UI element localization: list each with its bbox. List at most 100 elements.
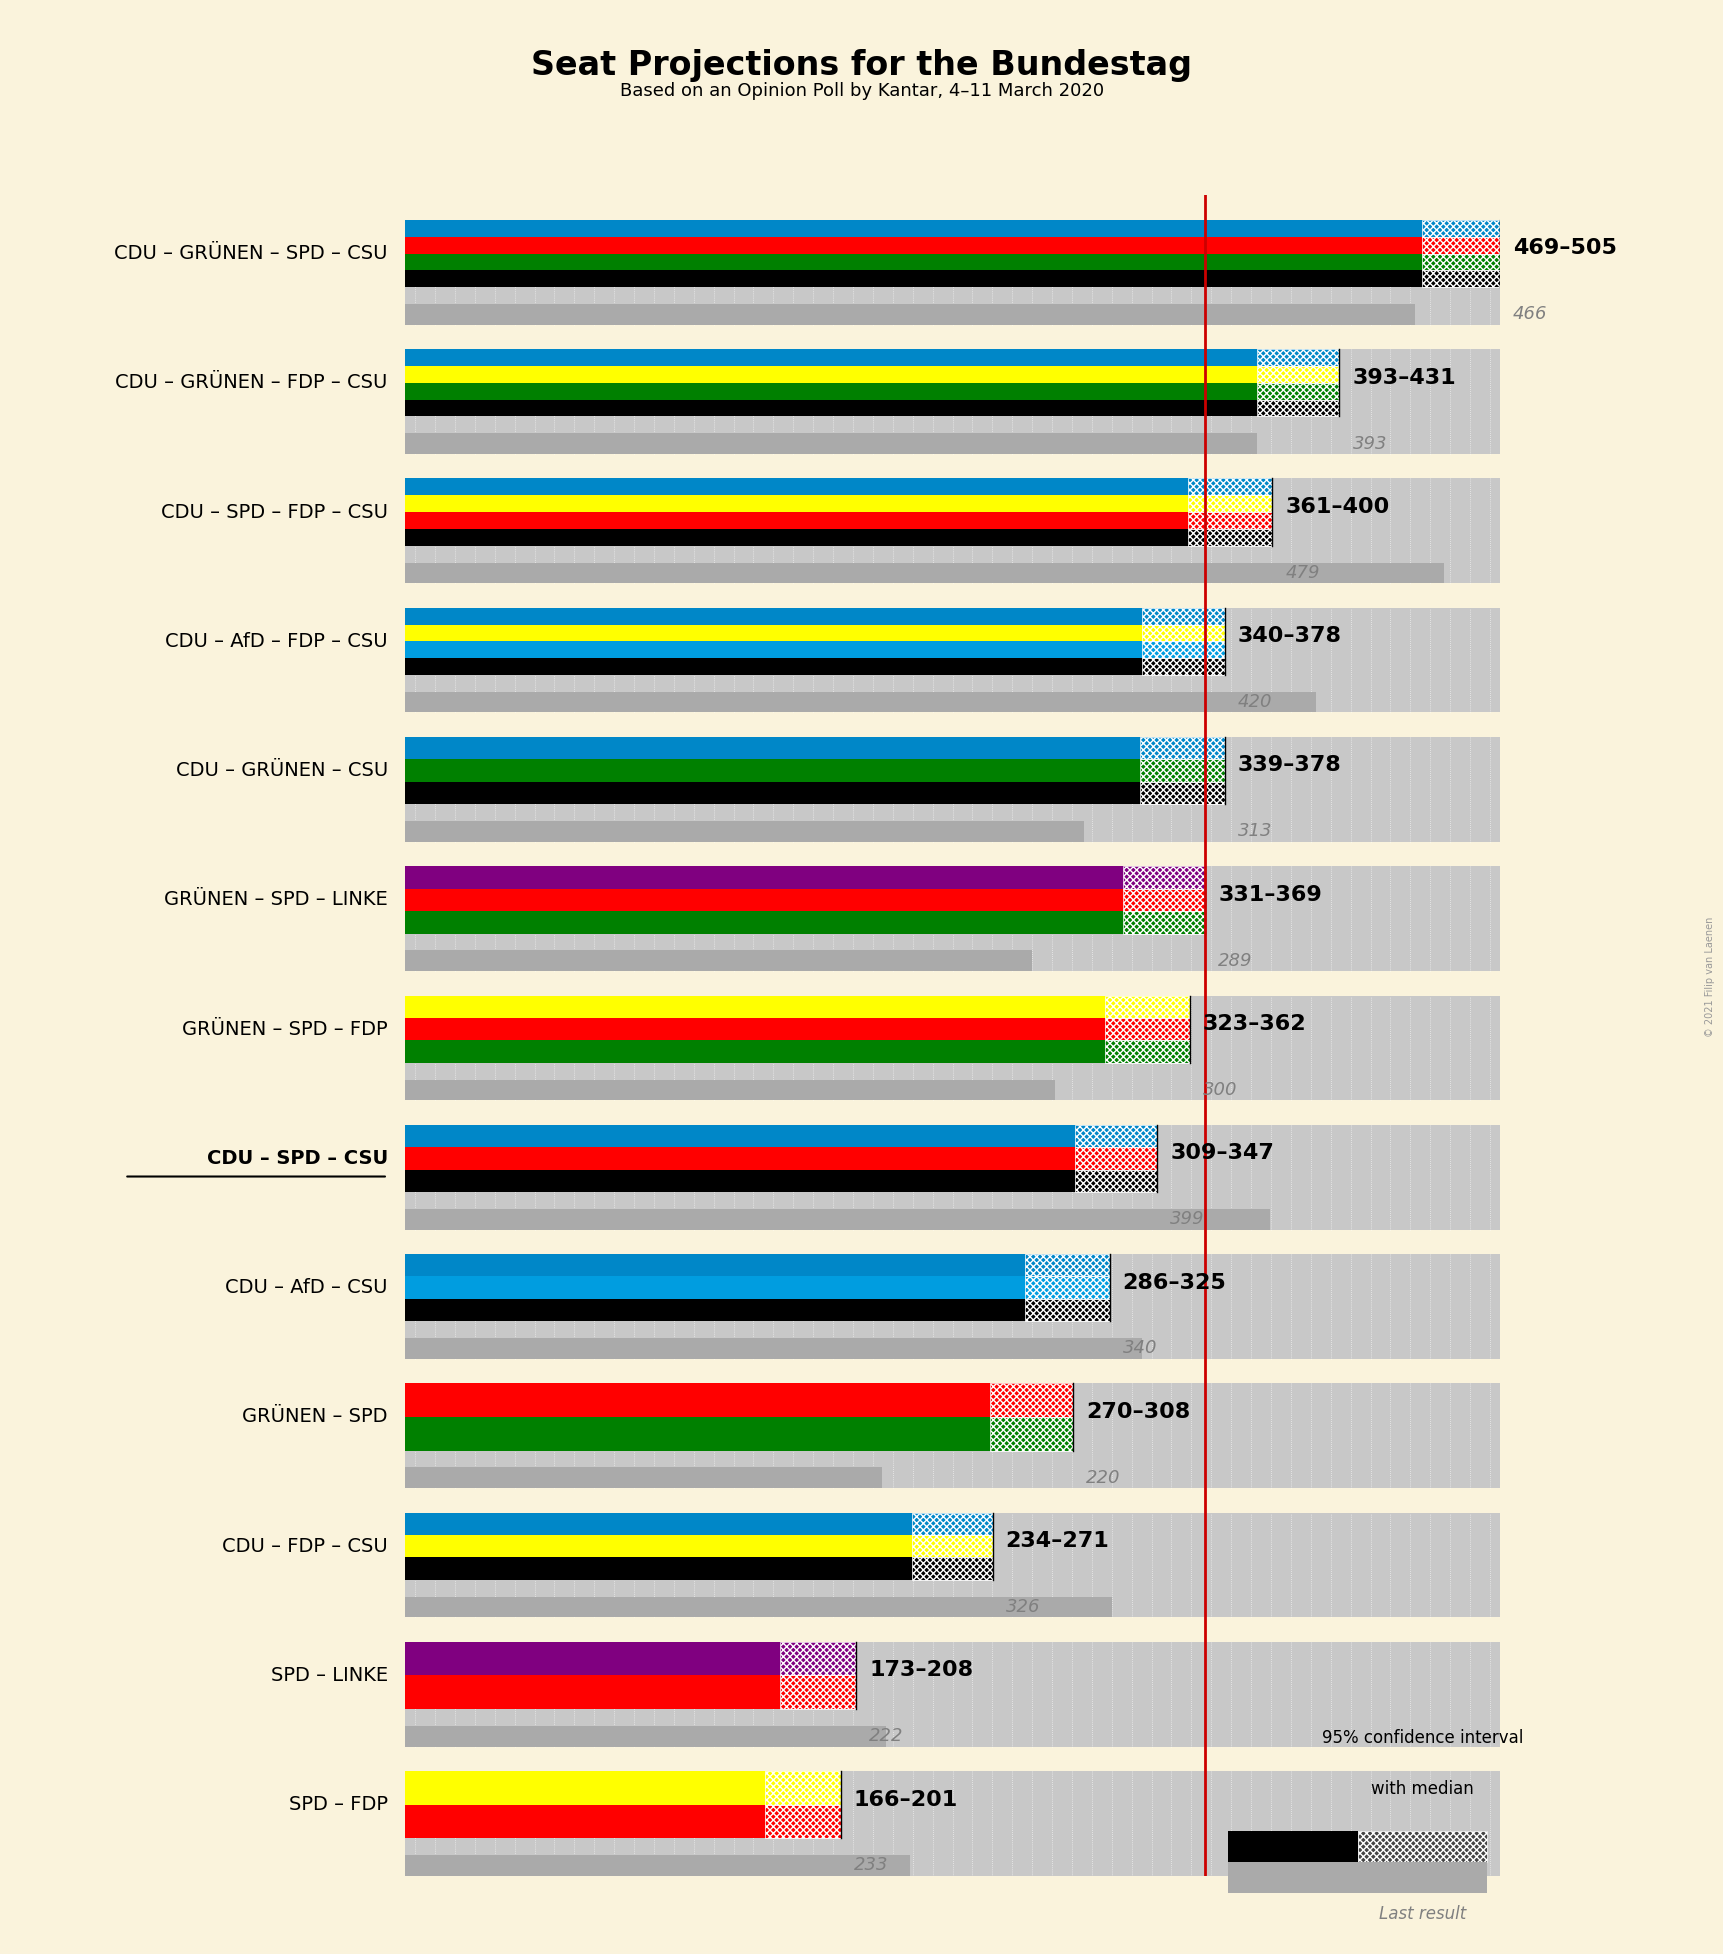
Bar	[1075, 1170, 1156, 1192]
Bar	[405, 563, 1442, 582]
Bar	[405, 1254, 1499, 1358]
Bar	[1025, 1276, 1110, 1299]
Text: 393: 393	[1351, 434, 1387, 453]
Bar	[1075, 1126, 1156, 1147]
Text: GRÜNEN – SPD – FDP: GRÜNEN – SPD – FDP	[183, 1020, 388, 1040]
Text: Based on an Opinion Poll by Kantar, 4–11 March 2020: Based on an Opinion Poll by Kantar, 4–11…	[620, 82, 1103, 100]
Bar	[405, 1641, 1499, 1747]
Bar	[405, 1725, 886, 1747]
Bar	[1025, 1254, 1110, 1276]
Bar	[781, 1641, 856, 1675]
Bar	[405, 658, 1142, 674]
Bar	[405, 641, 1142, 658]
Bar	[405, 401, 1256, 416]
Text: 309–347: 309–347	[1170, 1143, 1273, 1163]
Bar	[405, 434, 1256, 453]
Text: 420: 420	[1237, 694, 1272, 711]
Text: 289: 289	[1218, 952, 1253, 969]
Bar	[405, 1210, 1270, 1229]
Bar	[405, 1170, 1075, 1192]
Text: 399: 399	[1170, 1210, 1204, 1229]
Bar	[405, 821, 1084, 842]
Bar	[405, 1126, 1075, 1147]
Bar	[1142, 658, 1223, 674]
Text: 340–378: 340–378	[1237, 625, 1340, 647]
Text: 233: 233	[853, 1856, 887, 1874]
Bar	[1421, 221, 1499, 236]
Text: 222: 222	[868, 1727, 903, 1745]
Bar	[1187, 530, 1272, 545]
Bar	[1142, 658, 1223, 674]
Bar	[405, 1126, 1499, 1229]
Bar	[405, 305, 1415, 324]
Bar	[405, 512, 1187, 530]
Bar	[1256, 383, 1339, 401]
Bar	[405, 950, 1030, 971]
Bar	[781, 1641, 856, 1675]
Bar	[1421, 270, 1499, 287]
Text: 326: 326	[1005, 1598, 1039, 1616]
Bar	[1356, 1831, 1485, 1862]
Bar	[405, 1770, 1499, 1876]
Bar	[991, 1383, 1072, 1417]
Bar	[405, 866, 1122, 889]
Text: © 2021 Filip van Laenen: © 2021 Filip van Laenen	[1704, 916, 1714, 1038]
Bar	[1421, 254, 1499, 270]
Bar	[911, 1557, 992, 1581]
Bar	[1421, 254, 1499, 270]
Bar	[1187, 512, 1272, 530]
Bar	[405, 350, 1256, 365]
Bar	[405, 737, 1499, 842]
Bar	[1139, 737, 1223, 760]
Bar	[1421, 236, 1499, 254]
Bar	[1142, 641, 1223, 658]
Bar	[991, 1417, 1072, 1450]
Bar	[405, 1596, 1111, 1618]
Text: GRÜNEN – SPD: GRÜNEN – SPD	[243, 1407, 388, 1426]
Text: GRÜNEN – SPD – LINKE: GRÜNEN – SPD – LINKE	[164, 891, 388, 909]
Bar	[1025, 1276, 1110, 1299]
Text: CDU – SPD – CSU: CDU – SPD – CSU	[207, 1149, 388, 1168]
Bar	[1139, 760, 1223, 782]
Bar	[1256, 401, 1339, 416]
Bar	[405, 494, 1187, 512]
Bar	[405, 270, 1421, 287]
Text: Seat Projections for the Bundestag: Seat Projections for the Bundestag	[531, 49, 1192, 82]
Bar	[405, 1805, 765, 1839]
Bar	[1256, 383, 1339, 401]
Text: with median: with median	[1370, 1780, 1473, 1798]
Bar	[911, 1536, 992, 1557]
Bar	[405, 1854, 910, 1876]
Bar	[1139, 737, 1223, 760]
Bar	[1075, 1170, 1156, 1192]
Text: 173–208: 173–208	[868, 1661, 972, 1680]
Bar	[1075, 1126, 1156, 1147]
Text: 95% confidence interval: 95% confidence interval	[1322, 1729, 1521, 1747]
Bar	[405, 1417, 991, 1450]
Text: SPD – FDP: SPD – FDP	[289, 1796, 388, 1813]
Bar	[1421, 236, 1499, 254]
Bar	[1187, 530, 1272, 545]
Bar	[405, 1254, 1025, 1276]
Bar	[765, 1770, 841, 1805]
Bar	[405, 608, 1142, 625]
Bar	[765, 1805, 841, 1839]
Bar	[1122, 889, 1204, 911]
Bar	[781, 1675, 856, 1710]
Text: 313: 313	[1237, 823, 1272, 840]
Text: CDU – AfD – CSU: CDU – AfD – CSU	[226, 1278, 388, 1297]
Bar	[1025, 1299, 1110, 1321]
Text: 234–271: 234–271	[1005, 1532, 1108, 1551]
Bar	[991, 1417, 1072, 1450]
Bar	[1187, 479, 1272, 494]
Bar	[405, 1383, 1499, 1489]
Bar	[405, 479, 1499, 582]
Bar	[765, 1770, 841, 1805]
Bar	[405, 1770, 765, 1805]
Bar	[405, 1338, 1142, 1358]
Bar	[1187, 494, 1272, 512]
Bar	[405, 1675, 781, 1710]
Bar	[405, 1512, 911, 1536]
Bar	[1139, 782, 1223, 805]
Bar	[1139, 782, 1223, 805]
